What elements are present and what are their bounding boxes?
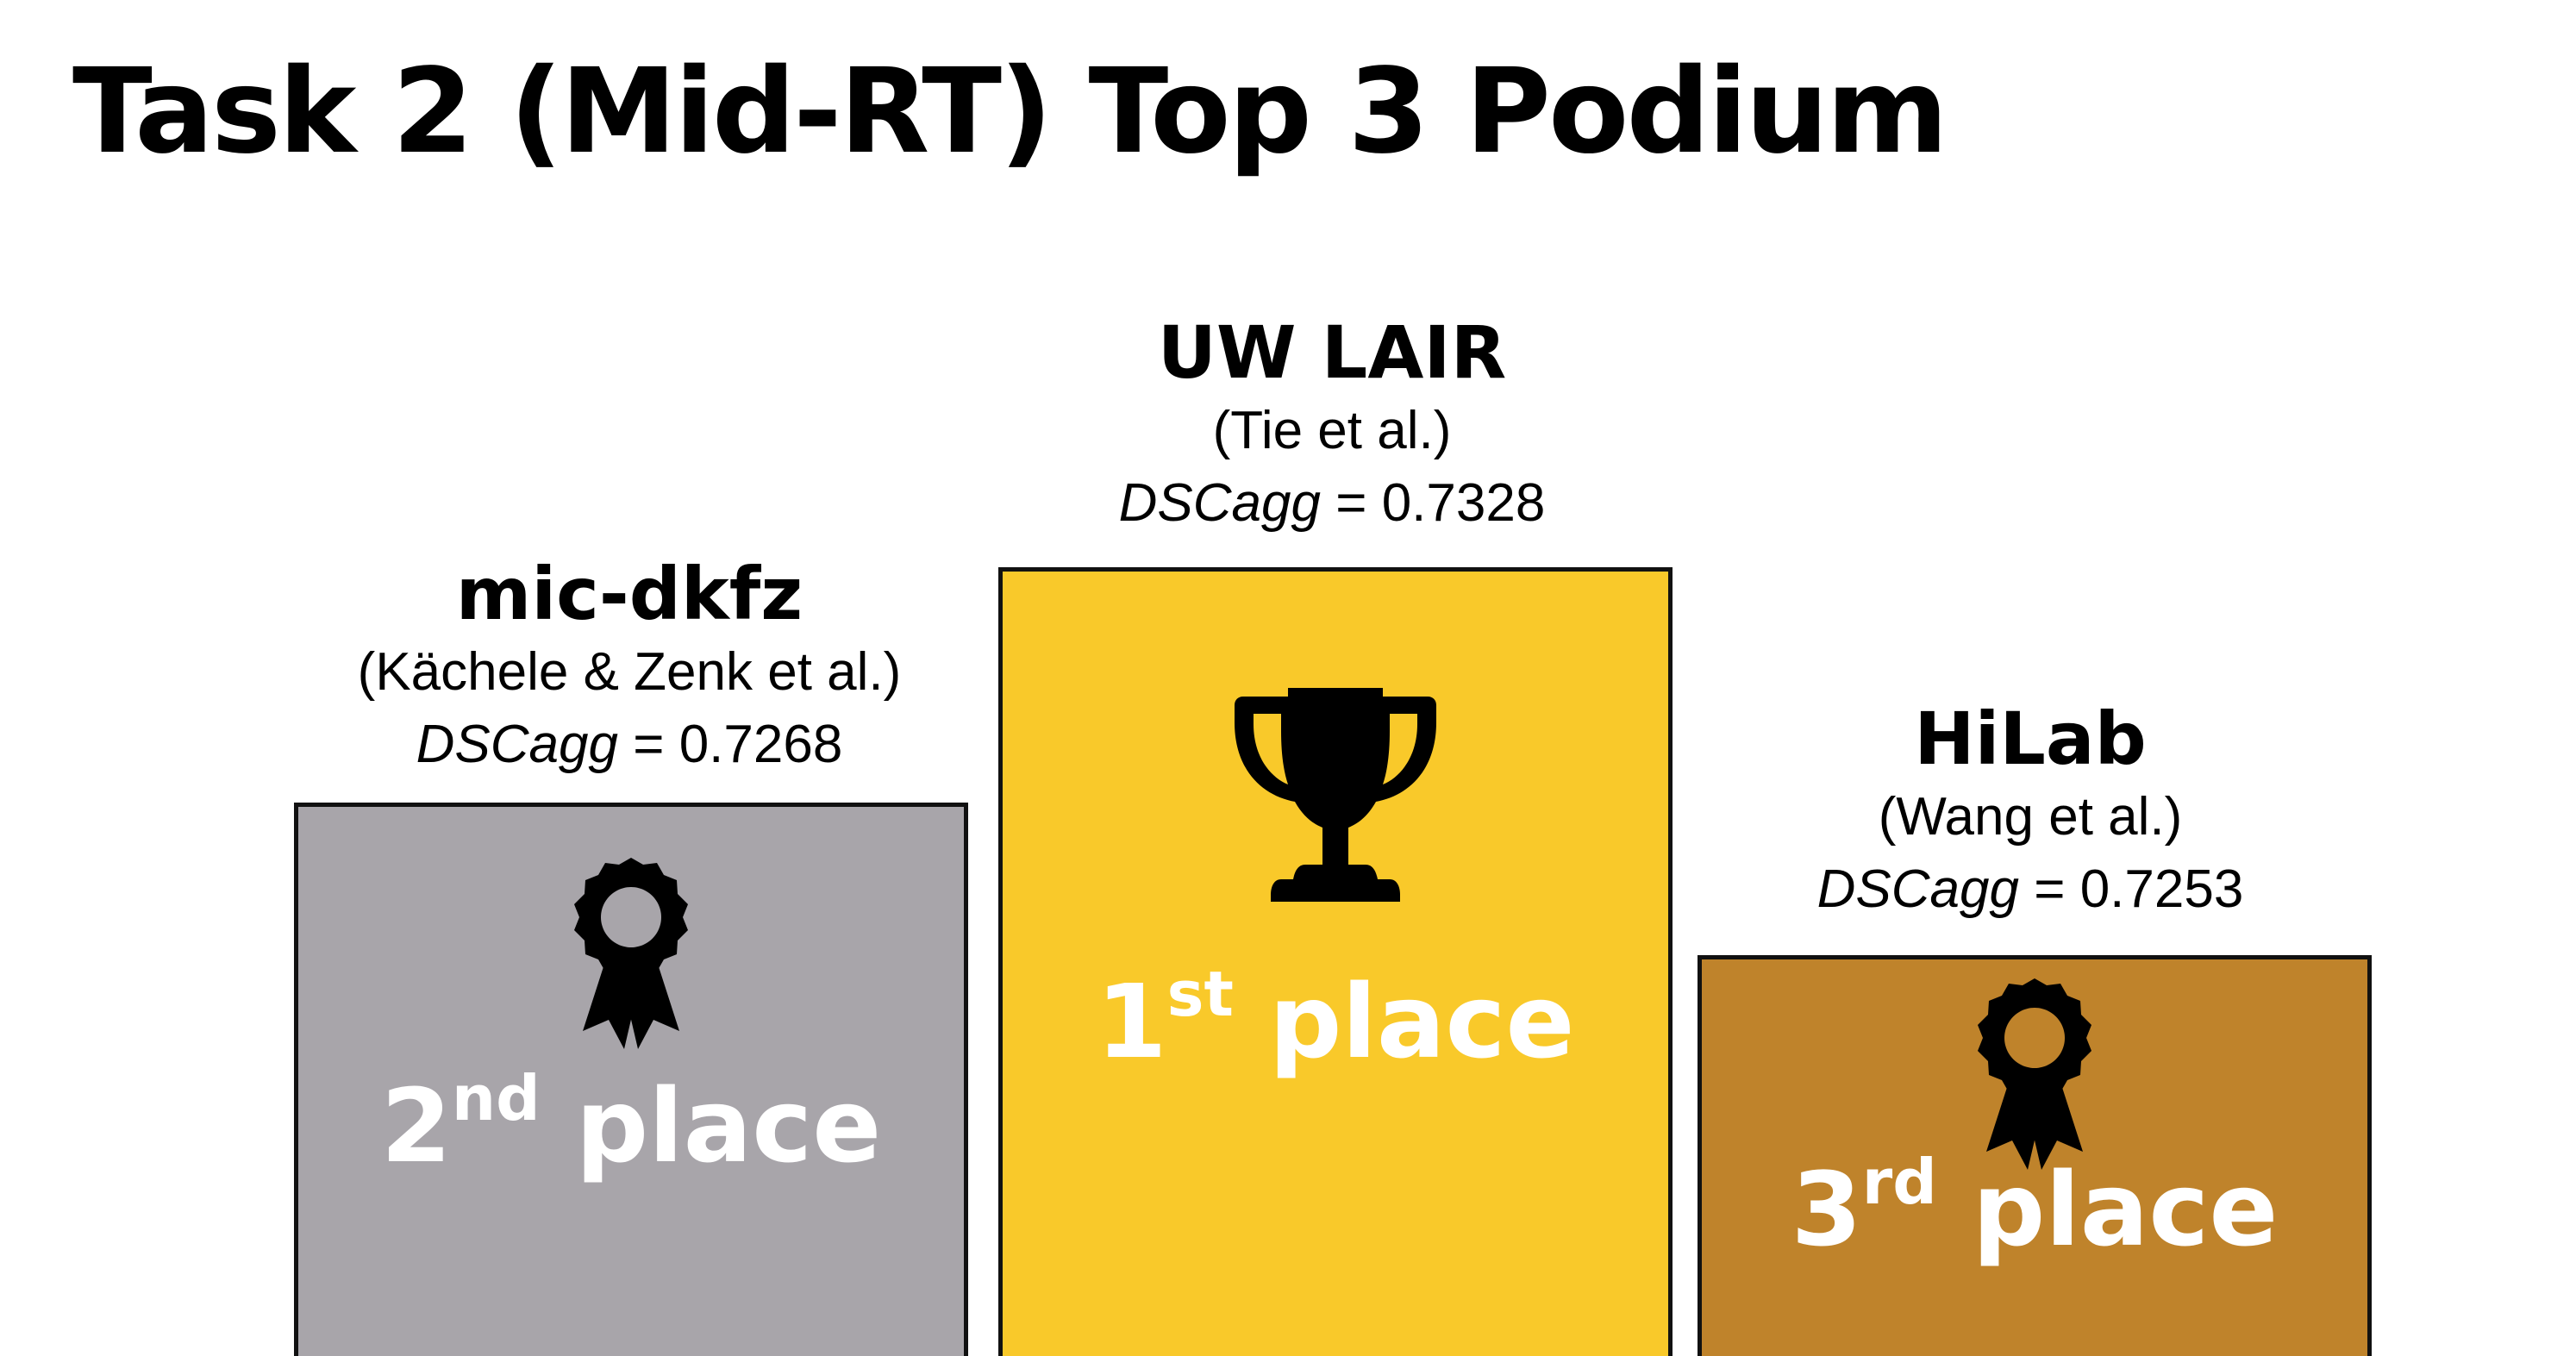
score-separator: =: [2019, 859, 2080, 919]
team-name-first: UW LAIR: [1157, 310, 1507, 395]
place-label-first: 1st place: [1096, 958, 1575, 1081]
podium-block-second: 2nd place: [294, 803, 968, 1356]
team-score-second: DSCagg = 0.7268: [293, 709, 966, 781]
team-info-first: UW LAIR (Tie et al.) DSCagg = 0.7328: [996, 310, 1668, 540]
team-score-first: DSCagg = 0.7328: [996, 467, 1668, 540]
award-ribbon-icon: [574, 858, 688, 1049]
team-authors-third: (Wang et al.): [1878, 787, 2183, 847]
team-info-second: mic-dkfz (Kächele & Zenk et al.) DSCagg …: [293, 552, 966, 781]
team-name-second: mic-dkfz: [455, 552, 803, 636]
score-value-third: 0.7253: [2079, 859, 2244, 919]
trophy-icon: [1235, 688, 1436, 902]
team-authors-first: (Tie et al.): [1212, 401, 1452, 460]
place-label-third: 3rd place: [1791, 1146, 2279, 1269]
podium-block-first: 1st place: [998, 567, 1673, 1356]
place-label-second: 2nd place: [380, 1062, 882, 1185]
score-value-first: 0.7328: [1381, 473, 1546, 533]
podium-block-third: 3rd place: [1698, 955, 2372, 1356]
score-value-second: 0.7268: [678, 715, 843, 774]
team-authors-second: (Kächele & Zenk et al.): [357, 642, 902, 702]
score-separator: =: [618, 715, 679, 774]
score-metric-label: DSCagg: [1816, 859, 2020, 919]
team-info-third: HiLab (Wang et al.) DSCagg = 0.7253: [1694, 697, 2367, 926]
team-score-third: DSCagg = 0.7253: [1694, 853, 2367, 926]
team-name-third: HiLab: [1914, 697, 2147, 781]
score-metric-label: DSCagg: [416, 715, 619, 774]
score-separator: =: [1321, 473, 1382, 533]
award-ribbon-icon: [1978, 978, 2091, 1170]
score-metric-label: DSCagg: [1118, 473, 1322, 533]
slide-title: Task 2 (Mid-RT) Top 3 Podium: [72, 44, 1948, 180]
